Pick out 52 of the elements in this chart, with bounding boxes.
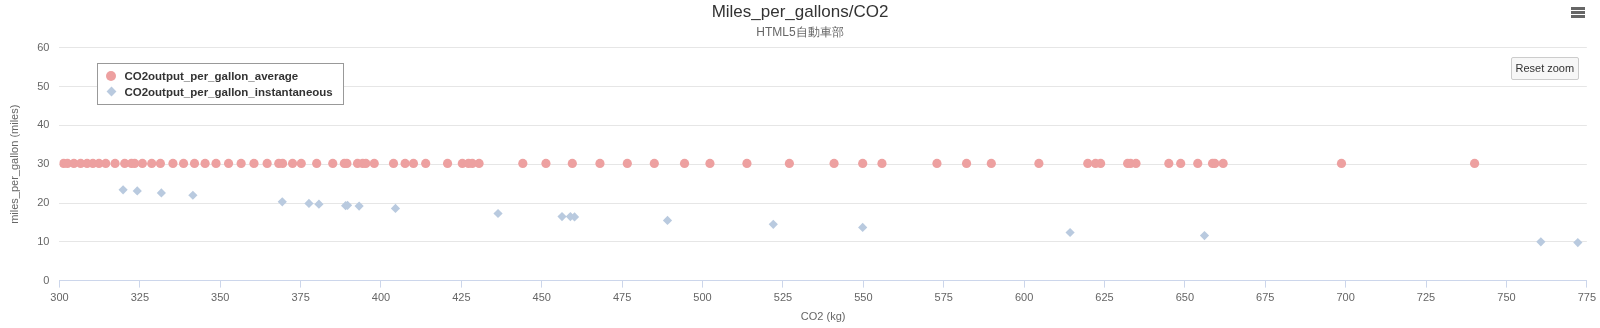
point [314, 199, 324, 209]
point [156, 188, 166, 198]
point [768, 219, 778, 229]
x-tick-label: 475 [612, 291, 632, 304]
x-tick-label: 725 [1416, 291, 1436, 304]
x-tick-label: 625 [1095, 291, 1114, 304]
y-tick-label: 10 [37, 234, 50, 247]
point [858, 222, 868, 233]
x-tick-label: 400 [371, 291, 391, 304]
legend-label: CO2output_per_gallon_instantaneous [124, 84, 333, 100]
y-tick-label: 20 [37, 196, 50, 209]
x-tick-label: 450 [532, 291, 551, 304]
y-tick-label: 30 [37, 157, 50, 170]
y-tick-label: 0 [43, 273, 50, 286]
x-tick-label: 775 [1577, 291, 1596, 304]
x-tick-label: 550 [854, 291, 873, 304]
chart-subtitle: HTML5自動車部 [756, 24, 844, 39]
point [1065, 227, 1075, 238]
point [1536, 237, 1546, 247]
y-tick-label: 60 [37, 40, 50, 53]
point [1199, 230, 1210, 241]
chart-title: Miles_per_gallons/CO2 [711, 1, 889, 21]
x-axis-title: CO2 (kg) [800, 310, 846, 323]
x-tick-label: 425 [452, 291, 471, 304]
x-tick-label: 600 [1014, 291, 1034, 304]
point [304, 198, 314, 208]
point [188, 190, 198, 200]
x-tick-label: 575 [934, 291, 953, 304]
point [118, 185, 128, 195]
x-tick-label: 750 [1497, 291, 1516, 304]
x-tick-label: 300 [50, 291, 69, 304]
point [557, 211, 567, 222]
point [354, 201, 364, 211]
y-tick-label: 40 [37, 118, 50, 131]
legend-label: CO2output_per_gallon_average [124, 68, 299, 84]
y-tick-label: 50 [37, 79, 50, 92]
x-tick-label: 375 [291, 291, 310, 304]
x-tick-label: 675 [1256, 291, 1275, 304]
point [132, 186, 142, 196]
x-tick-label: 525 [773, 291, 793, 304]
x-tick-label: 650 [1175, 291, 1195, 304]
point [390, 203, 401, 214]
annotation: Reset zoom [1515, 62, 1575, 75]
point [493, 208, 503, 219]
x-tick-label: 500 [693, 291, 712, 304]
point [1573, 237, 1583, 248]
y-axis-title: miles_per_gallon (miles) [7, 104, 20, 224]
x-tick-label: 325 [130, 291, 149, 304]
x-tick-label: 350 [211, 291, 230, 304]
point [662, 215, 673, 226]
point [277, 197, 287, 207]
x-tick-label: 700 [1336, 291, 1355, 304]
